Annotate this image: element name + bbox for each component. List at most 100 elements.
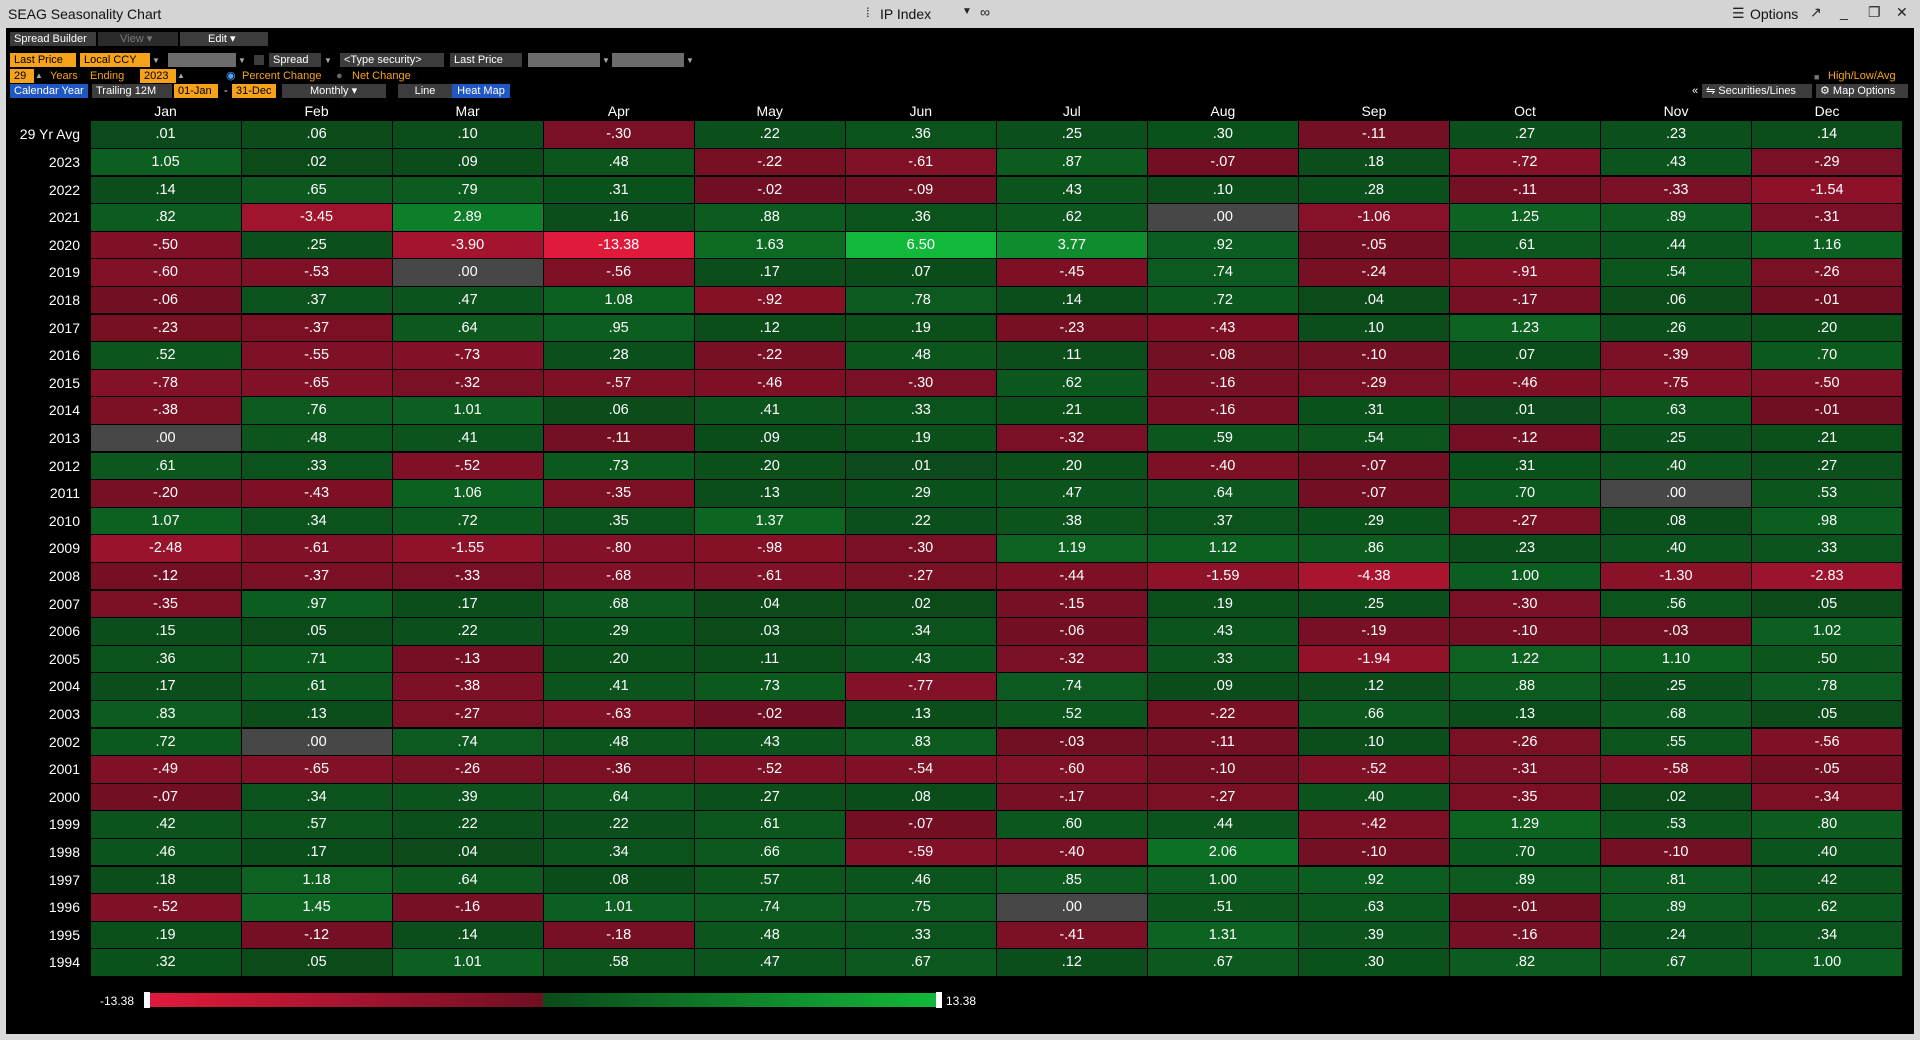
heatmap-cell[interactable]: -.61 bbox=[241, 535, 392, 562]
high-low-avg-checkbox[interactable]: ■ bbox=[1814, 72, 1820, 82]
heatmap-cell[interactable]: .17 bbox=[392, 590, 543, 618]
heatmap-cell[interactable]: .98 bbox=[1752, 507, 1903, 535]
heatmap-cell[interactable]: .22 bbox=[543, 811, 694, 838]
heatmap-cell[interactable]: -.12 bbox=[241, 921, 392, 949]
heatmap-cell[interactable]: .72 bbox=[90, 728, 241, 756]
heatmap-cell[interactable]: .27 bbox=[1752, 452, 1903, 480]
heatmap-cell[interactable]: -.52 bbox=[90, 894, 241, 921]
heatmap-cell[interactable]: -.63 bbox=[543, 700, 694, 728]
heatmap-cell[interactable]: .66 bbox=[1298, 700, 1449, 728]
heatmap-cell[interactable]: -.30 bbox=[845, 369, 996, 397]
heatmap-cell[interactable]: .43 bbox=[694, 728, 845, 756]
field-select-1[interactable] bbox=[168, 53, 236, 67]
heatmap-cell[interactable]: .05 bbox=[241, 618, 392, 645]
heatmap-cell[interactable]: -.72 bbox=[1449, 148, 1600, 176]
heatmap-cell[interactable]: -3.90 bbox=[392, 231, 543, 259]
heatmap-cell[interactable]: .62 bbox=[996, 204, 1147, 231]
heatmap-cell[interactable]: .70 bbox=[1752, 342, 1903, 369]
heatmap-cell[interactable]: .00 bbox=[996, 894, 1147, 921]
heatmap-cell[interactable]: -.49 bbox=[90, 756, 241, 783]
heatmap-cell[interactable]: .85 bbox=[996, 866, 1147, 894]
heatmap-cell[interactable]: .09 bbox=[1147, 673, 1298, 700]
field-select-chevron-icon[interactable]: ▼ bbox=[238, 56, 246, 65]
heatmap-cell[interactable]: .22 bbox=[392, 618, 543, 645]
heatmap-cell[interactable]: -.10 bbox=[1449, 618, 1600, 645]
heatmap-cell[interactable]: -.13 bbox=[392, 645, 543, 673]
heatmap-cell[interactable]: .41 bbox=[694, 397, 845, 424]
heatmap-cell[interactable]: .65 bbox=[241, 176, 392, 204]
heatmap-cell[interactable]: .00 bbox=[392, 259, 543, 286]
heatmap-cell[interactable]: -.20 bbox=[90, 480, 241, 507]
info-icon[interactable]: ⁞ bbox=[866, 5, 870, 20]
heatmap-cell[interactable]: -.32 bbox=[996, 645, 1147, 673]
heatmap-cell[interactable]: -.98 bbox=[694, 535, 845, 562]
heatmap-cell[interactable]: -.22 bbox=[1147, 700, 1298, 728]
heatmap-cell[interactable]: .09 bbox=[694, 424, 845, 452]
heatmap-cell[interactable]: -.03 bbox=[1601, 618, 1752, 645]
heatmap-cell[interactable]: -.02 bbox=[694, 700, 845, 728]
heatmap-cell[interactable]: -.07 bbox=[1147, 148, 1298, 176]
heatmap-cell[interactable]: .06 bbox=[241, 121, 392, 148]
heatmap-cell[interactable]: .54 bbox=[1298, 424, 1449, 452]
heatmap-cell[interactable]: .20 bbox=[996, 452, 1147, 480]
heatmap-cell[interactable]: .74 bbox=[1147, 259, 1298, 286]
heatmap-cell[interactable]: -.26 bbox=[1752, 259, 1903, 286]
heatmap-cell[interactable]: .12 bbox=[694, 314, 845, 342]
heatmap-cell[interactable]: -.07 bbox=[1298, 452, 1449, 480]
heatmap-cell[interactable]: .43 bbox=[1147, 618, 1298, 645]
heatmap-cell[interactable]: .10 bbox=[1298, 728, 1449, 756]
heatmap-cell[interactable]: .36 bbox=[845, 204, 996, 231]
heatmap-cell[interactable]: .86 bbox=[1298, 535, 1449, 562]
field-select-2[interactable] bbox=[528, 53, 600, 67]
heatmap-cell[interactable]: .78 bbox=[845, 286, 996, 314]
legend-max-handle[interactable] bbox=[936, 992, 942, 1008]
heatmap-cell[interactable]: 1.08 bbox=[543, 286, 694, 314]
heatmap-cell[interactable]: -4.38 bbox=[1298, 562, 1449, 590]
heatmap-cell[interactable]: .33 bbox=[241, 452, 392, 480]
security-name[interactable]: IP Index bbox=[880, 6, 932, 22]
heatmap-cell[interactable]: .48 bbox=[694, 921, 845, 949]
heatmap-cell[interactable]: .67 bbox=[845, 949, 996, 976]
heatmap-cell[interactable]: .30 bbox=[1147, 121, 1298, 148]
heatmap-cell[interactable]: .25 bbox=[1298, 590, 1449, 618]
field-select-2-chevron-icon[interactable]: ▼ bbox=[602, 56, 610, 65]
heatmap-cell[interactable]: -1.30 bbox=[1601, 562, 1752, 590]
heatmap-cell[interactable]: .14 bbox=[1752, 121, 1903, 148]
heatmap-cell[interactable]: -.46 bbox=[1449, 369, 1600, 397]
heatmap-cell[interactable]: .31 bbox=[543, 176, 694, 204]
heatmap-cell[interactable]: -3.45 bbox=[241, 204, 392, 231]
heatmap-cell[interactable]: .21 bbox=[996, 397, 1147, 424]
heatmap-cell[interactable]: -.77 bbox=[845, 673, 996, 700]
heatmap-cell[interactable]: -.16 bbox=[1147, 369, 1298, 397]
heatmap-cell[interactable]: .17 bbox=[90, 673, 241, 700]
heatmap-cell[interactable]: .43 bbox=[1601, 148, 1752, 176]
heatmap-cell[interactable]: .25 bbox=[1601, 673, 1752, 700]
heatmap-cell[interactable]: -.53 bbox=[241, 259, 392, 286]
heatmap-cell[interactable]: -.35 bbox=[1449, 783, 1600, 811]
heatmap-cell[interactable]: .19 bbox=[90, 921, 241, 949]
heatmap-cell[interactable]: -.15 bbox=[996, 590, 1147, 618]
heatmap-cell[interactable]: -.33 bbox=[392, 562, 543, 590]
heatmap-cell[interactable]: -1.55 bbox=[392, 535, 543, 562]
heatmap-cell[interactable]: .40 bbox=[1298, 783, 1449, 811]
heatmap-cell[interactable]: .14 bbox=[996, 286, 1147, 314]
heatmap-cell[interactable]: .29 bbox=[845, 480, 996, 507]
spread-select[interactable]: Spread bbox=[269, 53, 321, 67]
heatmap-cell[interactable]: .50 bbox=[1752, 645, 1903, 673]
heatmap-cell[interactable]: .23 bbox=[1601, 121, 1752, 148]
heatmap-cell[interactable]: -.33 bbox=[1601, 176, 1752, 204]
view-menu[interactable]: View ▾ bbox=[98, 32, 178, 46]
heatmap-cell[interactable]: 1.12 bbox=[1147, 535, 1298, 562]
heatmap-cell[interactable]: .40 bbox=[1752, 838, 1903, 866]
menu-icon[interactable]: ☰ bbox=[1732, 5, 1745, 21]
heatmap-cell[interactable]: -.23 bbox=[996, 314, 1147, 342]
heatmap-cell[interactable]: .64 bbox=[1147, 480, 1298, 507]
heatmap-cell[interactable]: -.61 bbox=[845, 148, 996, 176]
heatmap-cell[interactable]: -.05 bbox=[1298, 231, 1449, 259]
heatmap-cell[interactable]: -.45 bbox=[996, 259, 1147, 286]
heatmap-cell[interactable]: .19 bbox=[845, 314, 996, 342]
heatmap-cell[interactable]: .48 bbox=[845, 342, 996, 369]
heatmap-cell[interactable]: .62 bbox=[1752, 894, 1903, 921]
heatmap-cell[interactable]: .43 bbox=[845, 645, 996, 673]
heatmap-cell[interactable]: .10 bbox=[1298, 314, 1449, 342]
